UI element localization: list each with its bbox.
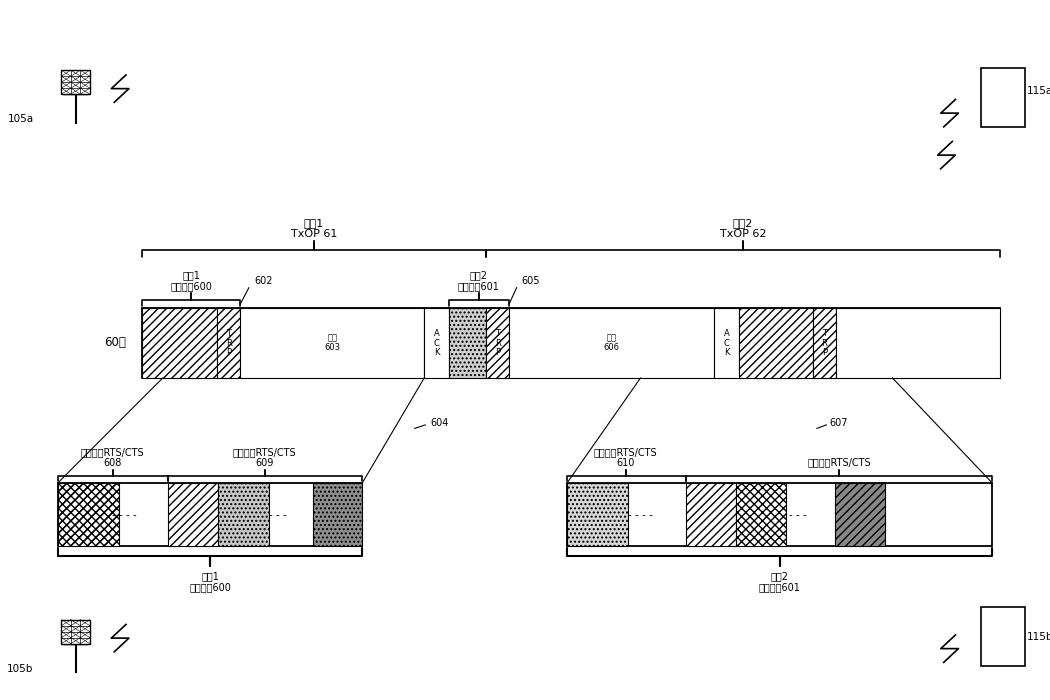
Text: 605: 605: [522, 276, 541, 286]
Text: 预编码的RTS/CTS: 预编码的RTS/CTS: [807, 458, 870, 468]
Bar: [981, 68, 1025, 127]
Bar: [61, 70, 89, 94]
Text: T
R
P: T R P: [226, 329, 232, 357]
Text: - - - -: - - - -: [628, 510, 653, 519]
Bar: [218, 483, 269, 546]
Bar: [739, 308, 813, 378]
Bar: [736, 483, 786, 546]
Text: 数据
603: 数据 603: [324, 334, 340, 352]
Text: 105b: 105b: [7, 664, 34, 673]
Text: - - -: - - -: [790, 510, 806, 519]
Text: 602: 602: [254, 276, 273, 286]
Text: 机会2
TxOP 62: 机会2 TxOP 62: [719, 218, 766, 239]
Text: 60～: 60～: [104, 337, 126, 349]
Text: 预编码的RTS/CTS
610: 预编码的RTS/CTS 610: [594, 447, 657, 468]
Text: A
C
K: A C K: [723, 329, 730, 357]
Bar: [142, 308, 1000, 378]
Text: - - - -: - - - -: [111, 510, 136, 519]
Text: T
R
P: T R P: [495, 329, 501, 357]
Bar: [58, 483, 362, 546]
Bar: [486, 308, 509, 378]
Bar: [813, 308, 836, 378]
Bar: [142, 308, 217, 378]
Bar: [240, 308, 424, 378]
Text: 105a: 105a: [7, 114, 34, 124]
Bar: [58, 483, 119, 546]
Text: A
C
K: A C K: [434, 329, 440, 357]
Bar: [567, 483, 628, 546]
Text: T
R
P: T R P: [821, 329, 827, 357]
Bar: [981, 607, 1025, 666]
Text: 604: 604: [430, 419, 449, 428]
Bar: [168, 483, 218, 546]
Bar: [313, 483, 362, 546]
Bar: [714, 308, 739, 378]
Bar: [686, 483, 736, 546]
Text: 预编码的RTS/CTS
608: 预编码的RTS/CTS 608: [81, 447, 144, 468]
Text: 机会2
竞争间隔601: 机会2 竞争间隔601: [458, 270, 500, 291]
Bar: [61, 620, 89, 644]
Bar: [449, 308, 486, 378]
Bar: [424, 308, 449, 378]
Text: 机会2
竞争间隔601: 机会2 竞争间隔601: [758, 571, 800, 592]
Bar: [567, 483, 992, 546]
Text: 机会1
TxOP 61: 机会1 TxOP 61: [291, 218, 337, 239]
Text: 115b: 115b: [1027, 632, 1050, 642]
Text: 607: 607: [830, 419, 848, 428]
Text: 115a: 115a: [1027, 86, 1050, 96]
Text: 机会1
竞争间隔600: 机会1 竞争间隔600: [189, 571, 231, 592]
Bar: [509, 308, 714, 378]
Text: 数据
606: 数据 606: [604, 334, 620, 352]
Bar: [835, 483, 885, 546]
Bar: [58, 483, 119, 546]
Text: - - -: - - -: [270, 510, 287, 519]
Text: 机会1
竞争间隔600: 机会1 竞争间隔600: [170, 270, 212, 291]
Bar: [836, 308, 1000, 378]
Text: 预编码的RTS/CTS
609: 预编码的RTS/CTS 609: [233, 447, 296, 468]
Bar: [217, 308, 240, 378]
